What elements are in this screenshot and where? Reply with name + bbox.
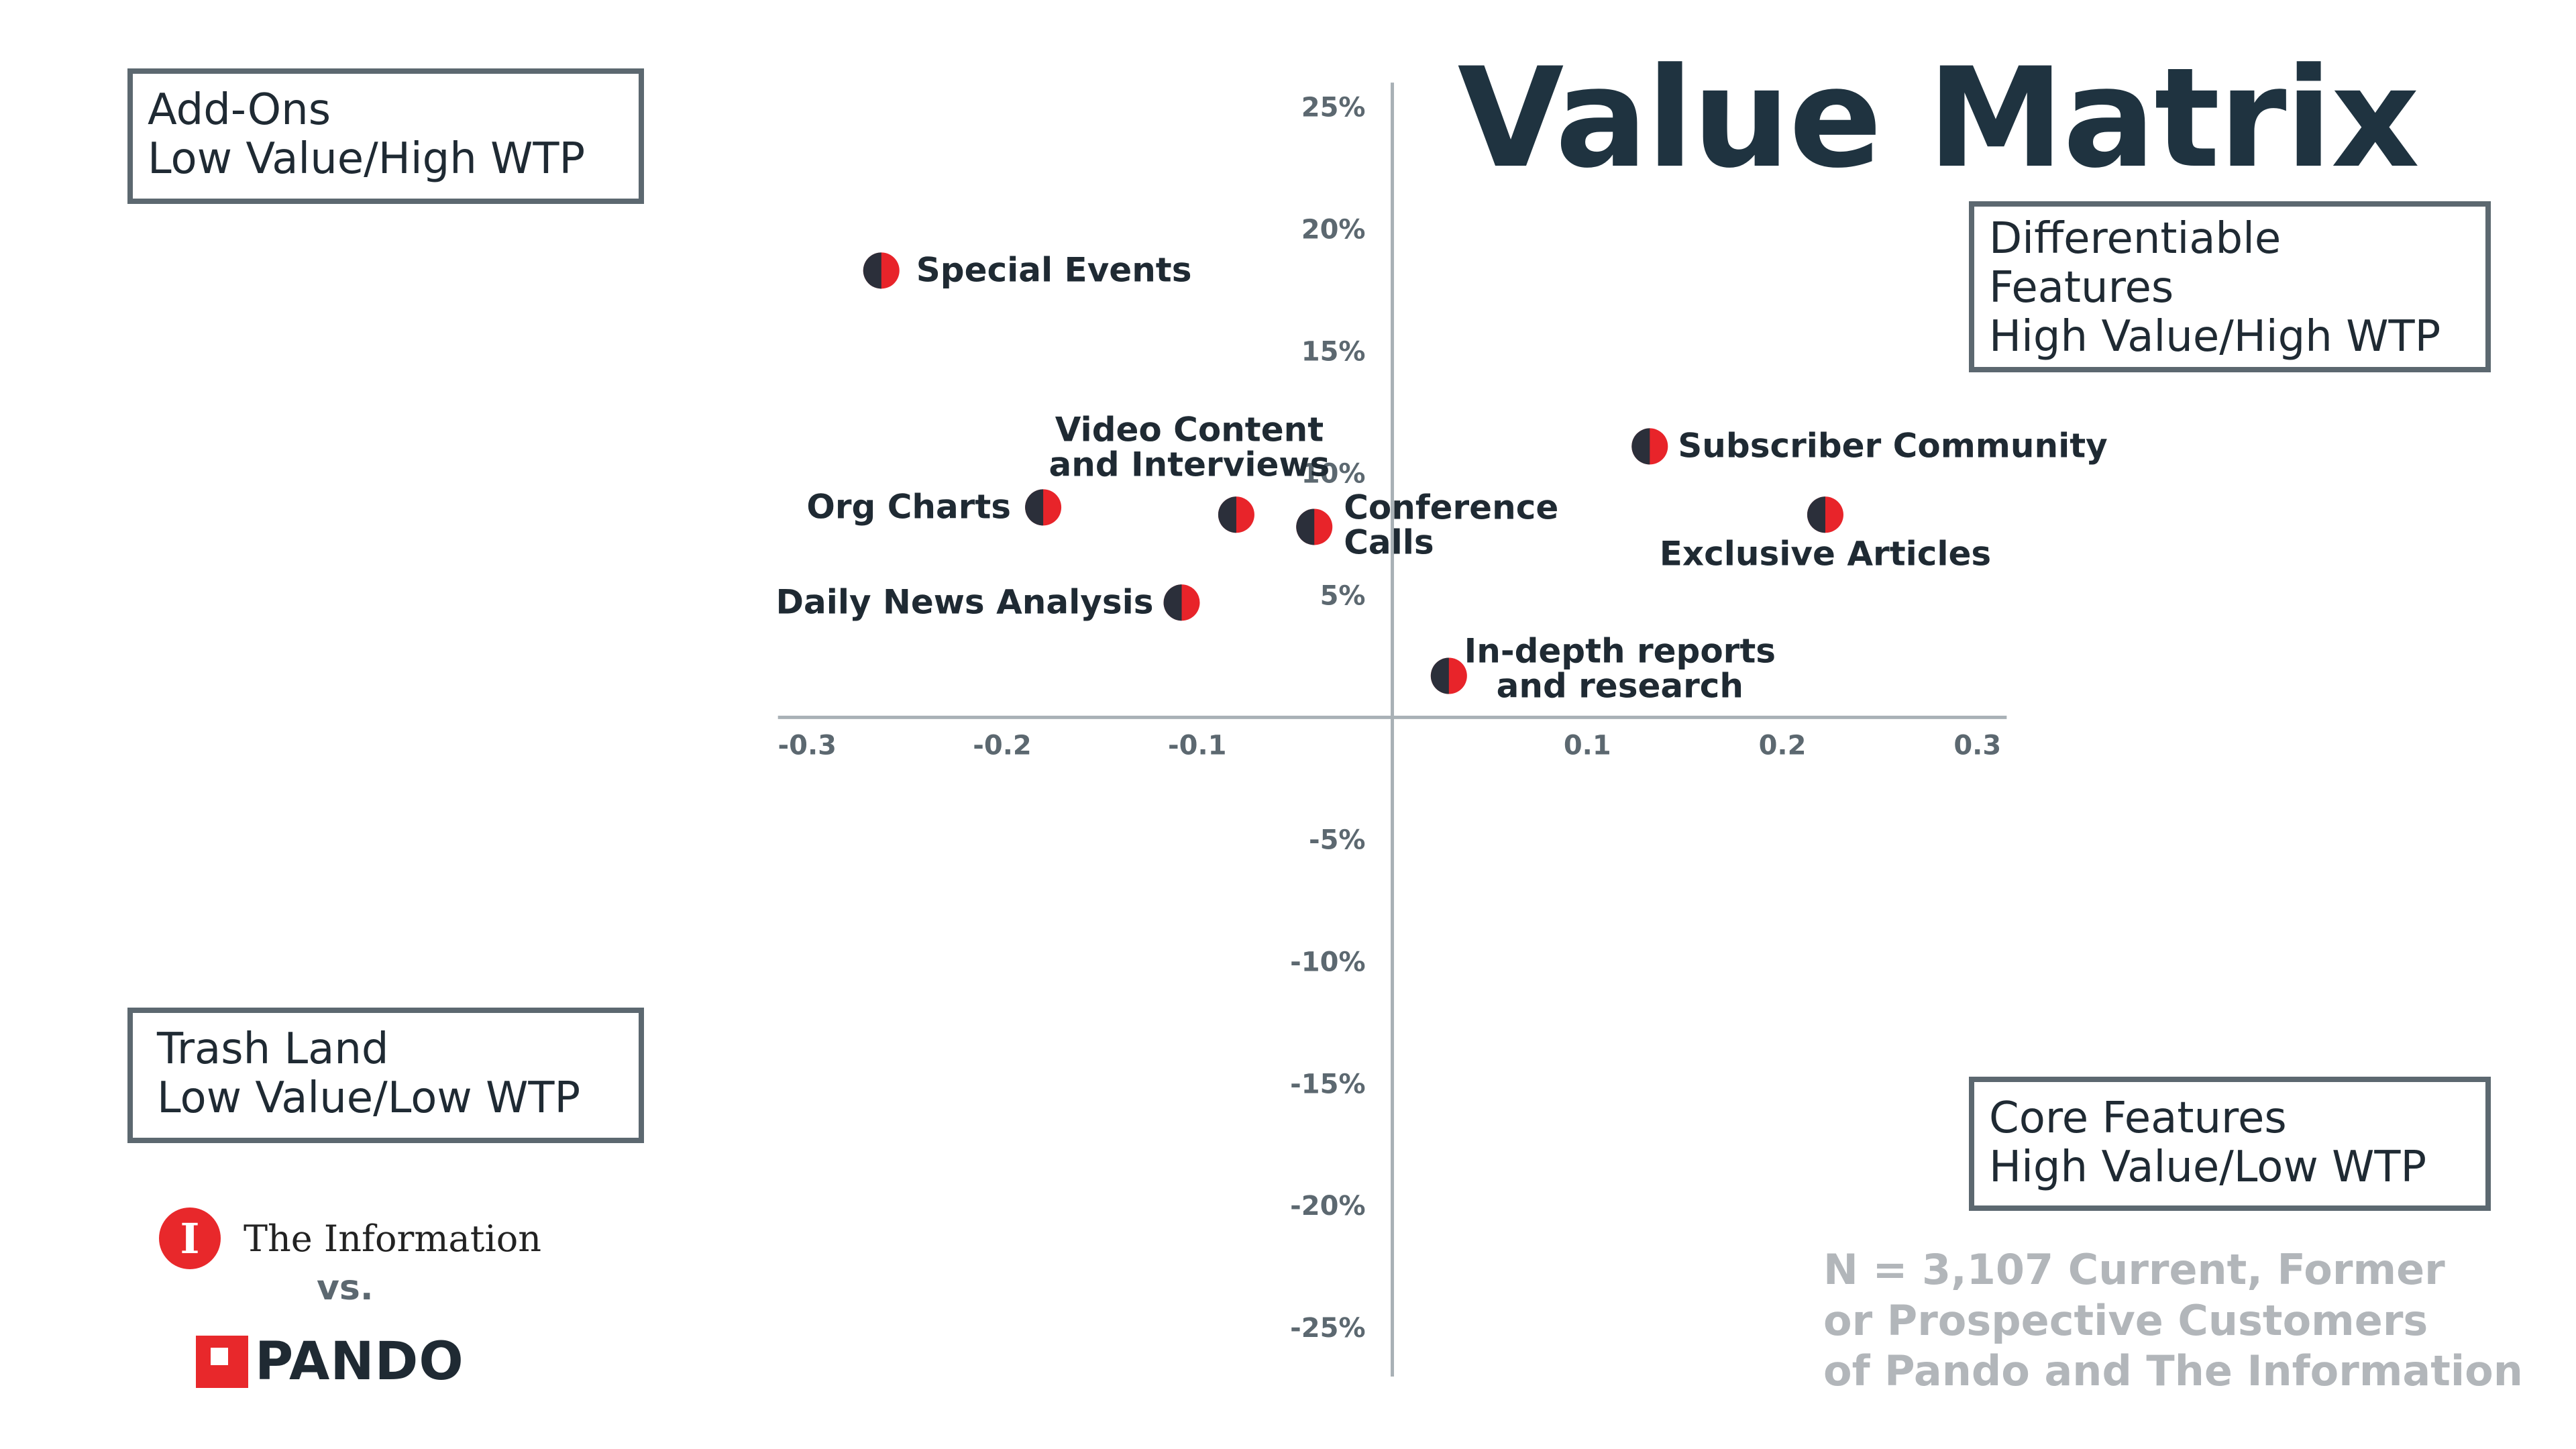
versus-label: vs. xyxy=(317,1268,374,1308)
quadrant-title: Add-Ons xyxy=(148,85,331,135)
point-label: Conference Calls xyxy=(1344,488,1558,561)
scatter-point xyxy=(1430,657,1467,694)
y-tick-label: 15% xyxy=(1301,336,1366,367)
quadrant-subtitle: High Value/Low WTP xyxy=(1989,1142,2427,1192)
pando-brand: PANDO xyxy=(196,1332,464,1392)
point-left-half xyxy=(1163,584,1182,621)
the-information-logo-icon: I xyxy=(159,1208,221,1269)
x-tick-label: -0.3 xyxy=(778,730,837,761)
scatter-point xyxy=(1631,428,1668,465)
x-tick-label: 0.1 xyxy=(1564,730,1611,761)
y-tick-label: -25% xyxy=(1290,1313,1365,1344)
point-label: Daily News Analysis xyxy=(775,582,1153,621)
scatter-point xyxy=(1218,496,1254,533)
quadrant-box-differentiable-features: Differentiable Features High Value/High … xyxy=(1969,201,2491,372)
quadrant-box-trash-land: Trash Land Low Value/Low WTP xyxy=(127,1008,644,1143)
y-tick-label: -10% xyxy=(1290,947,1365,977)
the-information-brand: I The Information xyxy=(159,1208,541,1269)
scatter-point xyxy=(863,252,900,289)
quadrant-subtitle: Low Value/Low WTP xyxy=(157,1073,581,1123)
y-tick-label: 25% xyxy=(1301,93,1366,123)
y-tick-label: -5% xyxy=(1309,824,1366,855)
chart-point-labels: Special Events Subscriber Community Org Ch… xyxy=(775,250,2107,705)
point-label: Org Charts xyxy=(806,487,1011,526)
scatter-point xyxy=(1807,496,1843,533)
point-label: In-depth reports and research xyxy=(1464,631,1776,705)
y-tick-label: -15% xyxy=(1290,1069,1365,1099)
chart-points xyxy=(863,252,1843,694)
pando-name: PANDO xyxy=(255,1332,464,1392)
point-label-line: In-depth reports xyxy=(1464,631,1776,670)
quadrant-subtitle: High Value/High WTP xyxy=(1989,311,2441,362)
point-left-half xyxy=(863,252,881,289)
point-label-line: and Interviews xyxy=(1049,445,1330,484)
y-tick-label: 10% xyxy=(1301,458,1366,489)
scatter-point xyxy=(1025,489,1062,526)
x-tick-label: -0.2 xyxy=(973,730,1031,761)
quadrant-title: Core Features xyxy=(1989,1093,2287,1143)
y-tick-label: 5% xyxy=(1320,580,1366,611)
point-left-half xyxy=(1631,428,1650,465)
quadrant-box-core-features: Core Features High Value/Low WTP xyxy=(1969,1077,2491,1211)
scatter-point xyxy=(1296,508,1333,545)
quadrant-title: Differentiable xyxy=(1989,214,2282,264)
quadrant-subtitle: Low Value/High WTP xyxy=(148,133,586,184)
quadrant-title-line-2: Features xyxy=(1989,262,2174,313)
point-label: Subscriber Community xyxy=(1678,426,2107,465)
note-line: N = 3,107 Current, Former xyxy=(1823,1245,2445,1294)
sample-size-note: N = 3,107 Current, Former or Prospective… xyxy=(1823,1244,2523,1397)
point-label: Special Events xyxy=(916,250,1192,289)
x-tick-label: 0.2 xyxy=(1759,730,1807,761)
point-label-line: and research xyxy=(1497,666,1743,705)
x-tick-label: 0.3 xyxy=(1953,730,2001,761)
quadrant-box-add-ons: Add-Ons Low Value/High WTP xyxy=(127,68,644,204)
point-label-line: Conference xyxy=(1344,488,1558,527)
y-tick-label: 20% xyxy=(1301,214,1366,245)
page-title: Value Matrix xyxy=(1457,39,2420,199)
point-label-line: Calls xyxy=(1344,523,1434,561)
point-left-half xyxy=(1218,496,1236,533)
pando-logo-icon xyxy=(196,1336,248,1388)
chart-axes xyxy=(777,83,2007,1377)
note-line: or Prospective Customers xyxy=(1823,1295,2428,1345)
point-left-half xyxy=(1296,508,1315,545)
y-tick-label: -20% xyxy=(1290,1191,1365,1222)
point-label: Video Content and Interviews xyxy=(1049,410,1330,484)
quadrant-title: Trash Land xyxy=(157,1024,389,1074)
x-tick-label: -0.1 xyxy=(1168,730,1226,761)
point-left-half xyxy=(1025,489,1044,526)
point-left-half xyxy=(1430,657,1449,694)
scatter-point xyxy=(1163,584,1200,621)
the-information-name: The Information xyxy=(244,1217,541,1260)
point-label: Exclusive Articles xyxy=(1660,534,1991,573)
chart-tick-labels: -0.3 -0.2 -0.1 0.1 0.2 0.3 25% 20% 15% 10% 5% -5% -1… xyxy=(778,93,2002,1344)
note-line: of Pando and The Information xyxy=(1823,1346,2523,1396)
point-label-line: Video Content xyxy=(1055,410,1324,449)
point-left-half xyxy=(1807,496,1825,533)
